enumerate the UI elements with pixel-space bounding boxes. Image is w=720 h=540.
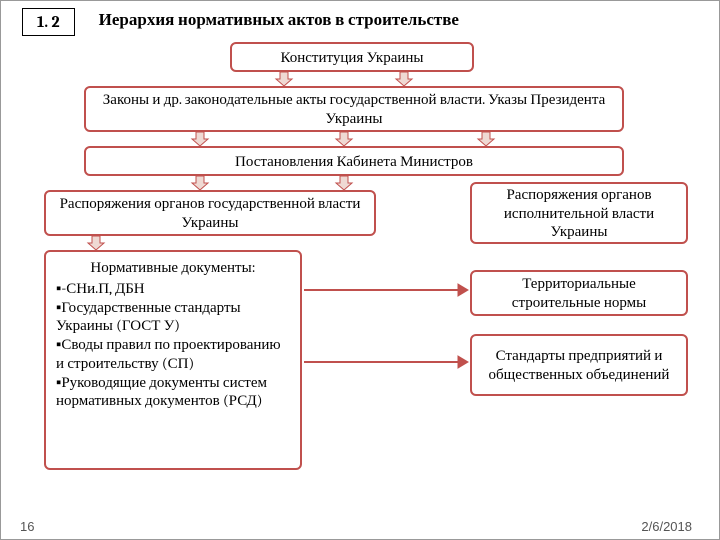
node-text: Распоряжения органов исполнительной влас… (480, 185, 678, 241)
slide-date: 2/6/2018 (641, 519, 692, 534)
node-text: Конституция Украины (280, 48, 423, 67)
node-text: Стандарты предприятий и общественных объ… (480, 346, 678, 384)
section-number: 1. 2 (22, 8, 75, 36)
hierarchy-diagram: Конституция Украины Законы и др. законод… (0, 36, 720, 506)
node-gov-orders: Распоряжения органов государственной вла… (44, 190, 376, 236)
node-text: Законы и др. законодательные акты госуда… (94, 90, 614, 128)
bullet: ▪Своды правил по проектированию и строит… (56, 335, 290, 373)
node-normative-docs: Нормативные документы: ▪-СНи.П, ДБН ▪Гос… (44, 250, 302, 470)
node-cabinet: Постановления Кабинета Министров (84, 146, 624, 176)
bullet: ▪Руководящие документы систем нормативны… (56, 373, 290, 411)
node-constitution: Конституция Украины (230, 42, 474, 72)
node-laws: Законы и др. законодательные акты госуда… (84, 86, 624, 132)
node-text: Постановления Кабинета Министров (235, 152, 473, 171)
slide-title: Иерархия нормативных актов в строительст… (99, 8, 459, 30)
node-text: Территориальные строительные нормы (480, 274, 678, 312)
node-standards: Стандарты предприятий и общественных объ… (470, 334, 688, 396)
bullet: ▪Государственные стандарты Украины (ГОСТ… (56, 298, 290, 336)
bullet: ▪-СНи.П, ДБН (56, 279, 290, 298)
node-text: Распоряжения органов государственной вла… (54, 194, 366, 232)
node-territorial: Территориальные строительные нормы (470, 270, 688, 316)
node-heading: Нормативные документы: (56, 258, 290, 277)
node-exec-orders: Распоряжения органов исполнительной влас… (470, 182, 688, 244)
page-number: 16 (20, 519, 34, 534)
